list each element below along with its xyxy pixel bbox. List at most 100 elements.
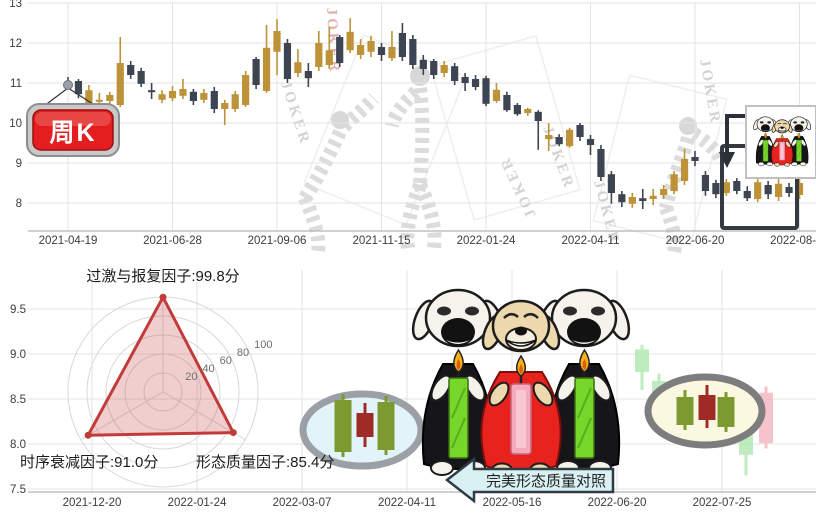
candlestick [179, 89, 187, 96]
x-tick-label: 2022-03-07 [273, 497, 332, 509]
candlestick [409, 39, 417, 65]
candlestick [733, 181, 741, 191]
bottom-chart-grid: 9.5 9.0 8.5 8.0 7.5 2021-12-20 2022-01-24 2022-… [10, 270, 816, 509]
y-tick-label: 9.5 [10, 304, 26, 316]
candlestick [576, 125, 584, 137]
candlestick [670, 174, 678, 191]
left-arrow-shape [444, 456, 615, 504]
x-tick-label: 2022-05-16 [483, 497, 542, 509]
pattern-candlestick [676, 397, 694, 425]
card-outline [592, 74, 728, 246]
candlestick [555, 137, 563, 145]
candlestick [325, 50, 333, 65]
candlestick [440, 65, 448, 73]
candlestick [785, 187, 793, 193]
y-tick-label: 10 [9, 118, 22, 130]
x-tick-label: 2022-04-11 [378, 497, 436, 509]
candlestick [85, 90, 93, 103]
weekly-k-badge: 周K [26, 80, 120, 157]
candlestick [754, 182, 762, 199]
pattern-candlestick [356, 413, 374, 437]
clown-figure [385, 86, 442, 249]
faint-candlestick [635, 349, 649, 372]
x-tick-label: 2022-07-25 [693, 497, 752, 509]
radar-label-bottom-left: 时序衰减因子:91.0分 [20, 454, 158, 471]
candlestick [95, 99, 103, 102]
y-tick-label: 11 [10, 78, 22, 90]
candlestick [775, 183, 783, 197]
pattern-ellipses [299, 373, 766, 470]
badge-sheen [35, 112, 111, 126]
badge-face [32, 109, 114, 151]
candlestick [221, 103, 229, 109]
card-outline [429, 35, 581, 221]
pattern-candlestick [717, 397, 735, 427]
candlestick [252, 59, 260, 85]
candlestick [262, 47, 271, 91]
candlestick [660, 189, 668, 195]
candlestick [701, 175, 710, 191]
candlestick [722, 182, 730, 193]
y-tick-label: 9.0 [10, 349, 26, 361]
candlestick [106, 95, 114, 101]
candlestick [743, 191, 751, 199]
radar-chart: 20 40 60 80 100 [67, 293, 272, 488]
candlestick [357, 45, 365, 55]
candlestick [346, 31, 354, 51]
candlestick [492, 89, 501, 101]
candlestick [597, 149, 605, 177]
candlestick [649, 195, 657, 199]
candlestick [283, 43, 292, 79]
radar-tick-label: 60 [220, 355, 232, 367]
candlestick [273, 31, 281, 52]
candlestick [74, 81, 83, 95]
top-chart-grid: 13 12 11 10 9 8 2021-04-19 2021-06-28 2021-09-06… [9, 0, 816, 247]
x-tick-label: 2021-11-15 [353, 235, 411, 247]
candlestick [336, 37, 344, 63]
candlestick [503, 95, 511, 111]
y-tick-label: 9 [16, 158, 22, 170]
clown-figure [659, 127, 729, 254]
candlestick [210, 91, 218, 109]
candlestick [158, 94, 166, 100]
candlestick [471, 79, 480, 87]
candlestick [168, 91, 177, 99]
x-tick-label: 2022-04-11 [562, 235, 620, 247]
radar-tick-label: 40 [202, 363, 214, 375]
candlestick [764, 185, 772, 195]
top-chart-candles [64, 18, 804, 209]
candlestick [545, 135, 553, 139]
y-tick-label: 8 [16, 198, 22, 210]
x-tick-label: 2021-06-28 [143, 235, 202, 247]
candlestick [795, 183, 804, 195]
candlestick [607, 174, 615, 193]
candlestick [367, 41, 375, 52]
candlestick [430, 61, 438, 75]
callout-arrow: 完美形态质量对照 [444, 456, 615, 504]
x-tick-label: 2022-01-24 [168, 497, 227, 509]
candlestick [680, 159, 689, 181]
clown-head [331, 111, 349, 129]
candlestick [451, 66, 459, 81]
candlestick [461, 77, 469, 83]
candlestick [566, 129, 574, 147]
candlestick [200, 93, 208, 100]
pattern-candlestick [698, 395, 716, 420]
candlestick [482, 78, 490, 104]
radar-tick-label: 100 [254, 339, 272, 351]
x-tick-label: 2022-08-08 [770, 235, 816, 247]
candlestick [294, 62, 302, 73]
pattern-candlestick [334, 400, 352, 452]
x-tick-label: 2021-04-19 [39, 235, 98, 247]
candlestick [189, 91, 197, 101]
candlestick [148, 90, 156, 93]
candlestick [137, 71, 145, 84]
candlestick [242, 75, 250, 105]
x-tick-label: 2022-06-20 [588, 497, 647, 509]
candlestick [388, 47, 396, 59]
candlestick [534, 111, 542, 121]
radar-tick-label: 80 [237, 347, 249, 359]
radar-tick-label: 20 [185, 371, 197, 383]
